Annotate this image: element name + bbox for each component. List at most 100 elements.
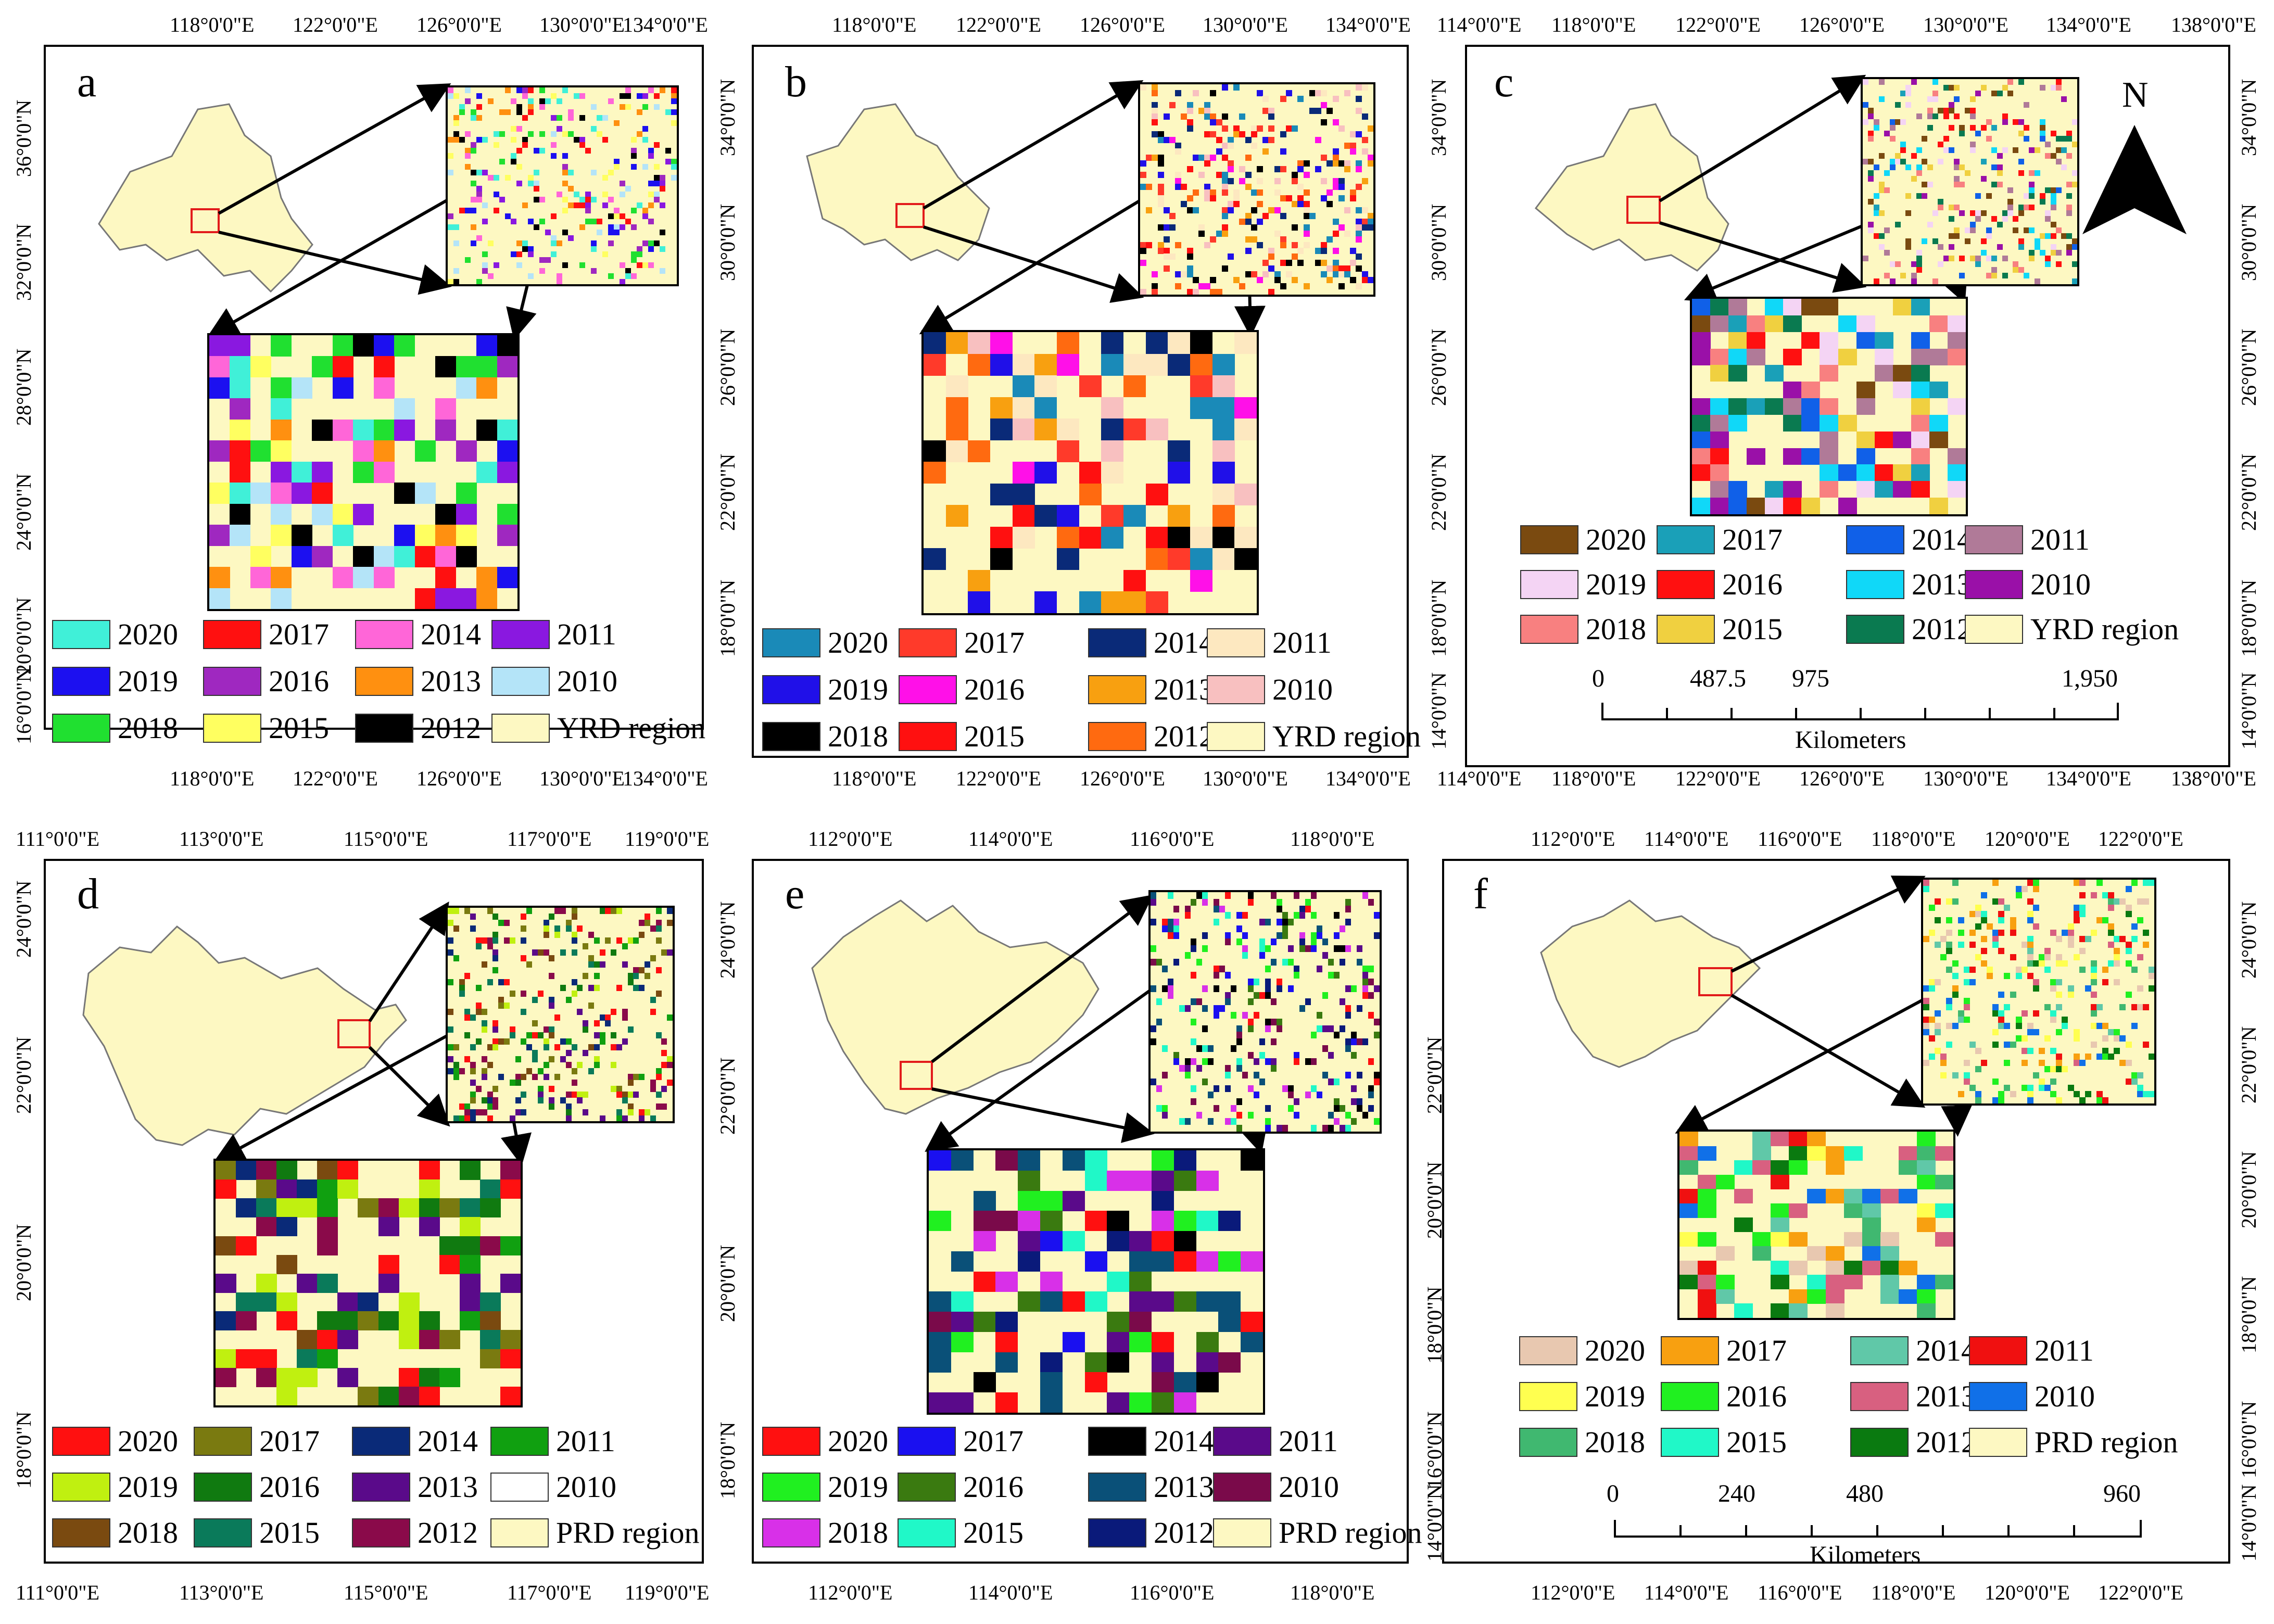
map-pixel (1129, 1312, 1152, 1333)
map-pixel (2073, 917, 2080, 923)
map-pixel (504, 919, 510, 926)
map-pixel (1262, 96, 1269, 103)
map-pixel (1221, 84, 1228, 91)
map-pixel (2071, 119, 2077, 125)
map-pixel (1954, 176, 1960, 182)
map-pixel (945, 440, 968, 462)
map-pixel (499, 131, 505, 137)
map-pixel (453, 955, 459, 962)
map-pixel (459, 1068, 465, 1074)
map-pixel (1192, 207, 1199, 213)
map-pixel (492, 914, 499, 920)
map-pixel (1935, 942, 1941, 948)
legend-swatch (1965, 525, 2023, 554)
map-pixel (1954, 233, 1960, 239)
map-pixel (1057, 548, 1079, 570)
map-pixel (1190, 375, 1212, 398)
map-pixel (1728, 332, 1748, 349)
map-pixel (945, 375, 968, 398)
map-pixel (532, 1073, 538, 1080)
map-pixel (291, 483, 312, 504)
map-pixel (2029, 227, 2035, 233)
map-pixel (648, 202, 654, 208)
map-pixel (479, 1349, 501, 1368)
map-pixel (459, 1103, 465, 1110)
map-pixel (1265, 1105, 1271, 1112)
map-pixel (1191, 945, 1196, 953)
map-pixel (1898, 1160, 1917, 1175)
map-pixel (1286, 271, 1292, 278)
map-pixel (639, 1109, 645, 1116)
map-pixel (2056, 954, 2063, 961)
map-pixel (1210, 195, 1217, 202)
map-pixel (1710, 414, 1729, 432)
map-pixel (1057, 526, 1079, 549)
map-pixel (1911, 153, 1917, 159)
map-pixel (1856, 398, 1875, 415)
map-pixel (2032, 904, 2039, 911)
map-pixel (1927, 221, 1933, 227)
map-pixel (209, 525, 230, 547)
c-xtick-top: 134°0'0"E (2046, 13, 2131, 36)
map-pixel (591, 125, 597, 132)
map-pixel (1367, 160, 1373, 167)
map-pixel (1152, 113, 1158, 120)
map-pixel (633, 967, 639, 973)
map-pixel (1282, 912, 1288, 919)
legend-swatch (1965, 570, 2023, 599)
map-pixel (622, 1014, 628, 1021)
map-pixel (1783, 299, 1802, 315)
map-pixel (1212, 375, 1235, 398)
map-pixel (1146, 207, 1153, 213)
map-pixel (557, 98, 562, 104)
map-pixel (1868, 159, 1874, 165)
map-pixel (1916, 147, 1922, 154)
map-pixel (456, 377, 477, 399)
map-pixel (551, 240, 557, 246)
map-pixel (2032, 1029, 2039, 1035)
map-pixel (1868, 113, 1874, 119)
map-pixel (1747, 332, 1766, 349)
map-pixel (1344, 166, 1350, 173)
map-pixel (1916, 1160, 1936, 1175)
map-pixel (660, 202, 665, 208)
map-pixel (1280, 166, 1286, 173)
e-xtick-bottom: 112°0'0"E (808, 1581, 893, 1604)
map-pixel (929, 1211, 951, 1232)
map-pixel (1368, 898, 1374, 906)
map-pixel (1679, 1160, 1698, 1175)
map-pixel (276, 1161, 298, 1180)
c-xtick-bottom: 122°0'0"E (1675, 767, 1761, 790)
map-pixel (471, 240, 476, 246)
map-pixel (2050, 198, 2056, 205)
map-pixel (1328, 1078, 1334, 1085)
map-pixel (2002, 273, 2008, 279)
map-pixel (622, 1008, 628, 1015)
map-pixel (1186, 271, 1193, 278)
map-pixel (1900, 90, 1906, 96)
map-pixel (1186, 125, 1193, 132)
map-pixel (577, 1008, 583, 1015)
map-pixel (1214, 898, 1219, 906)
map-pixel (1173, 958, 1179, 966)
map-pixel (631, 208, 637, 213)
map-pixel (1202, 1058, 1208, 1065)
map-pixel (1771, 1303, 1790, 1318)
map-pixel (459, 1273, 481, 1293)
map-pixel (2142, 898, 2149, 905)
map-pixel (1963, 1072, 1970, 1079)
map-pixel (1282, 919, 1288, 926)
d-xtick-bottom: 119°0'0"E (625, 1581, 710, 1604)
map-pixel (505, 175, 511, 181)
map-pixel (1208, 1058, 1214, 1065)
map-pixel (522, 115, 528, 121)
map-pixel (1728, 414, 1748, 432)
map-pixel (968, 353, 991, 376)
map-pixel (1231, 1118, 1236, 1125)
legend-label: 2015 (1722, 612, 1783, 646)
map-pixel (1248, 998, 1254, 1006)
map-pixel (482, 268, 488, 274)
map-pixel (2148, 880, 2154, 886)
map-pixel (1911, 261, 1917, 268)
map-pixel (1317, 925, 1322, 932)
